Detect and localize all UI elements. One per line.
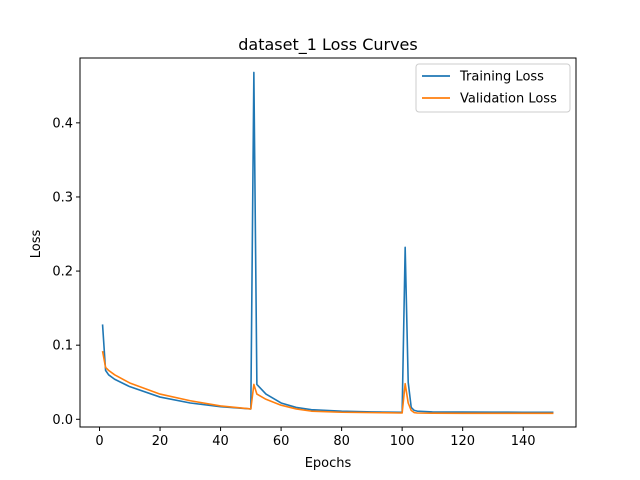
x-tick-label: 20: [152, 434, 169, 449]
legend-label: Training Loss: [459, 70, 544, 85]
series-line-validation-loss: [101, 350, 554, 415]
y-tick-label: 0.3: [52, 190, 73, 205]
x-tick-label: 60: [273, 434, 290, 449]
legend-box: [415, 63, 571, 113]
y-tick-label: 0.1: [52, 339, 73, 354]
x-tick-label: 0: [95, 434, 103, 449]
plot-frame: [79, 57, 577, 428]
chart-title: dataset_1 Loss Curves: [238, 35, 417, 55]
y-tick-label: 0.4: [52, 116, 73, 131]
y-tick-label: 0.0: [52, 413, 73, 428]
x-axis: 0 20 40 60 80 100 120 140: [95, 427, 536, 449]
legend-label: Validation Loss: [460, 92, 557, 107]
x-tick-label: 100: [390, 434, 415, 449]
plot-area: [79, 57, 577, 428]
series-layer: [101, 71, 554, 415]
y-axis-label: Loss: [29, 230, 44, 259]
y-axis: 0.0 0.1 0.2 0.3 0.4: [52, 116, 80, 428]
x-tick-label: 40: [212, 434, 229, 449]
y-tick-label: 0.2: [52, 265, 73, 280]
legend: Training Loss Validation Loss: [415, 63, 571, 113]
x-tick-label: 140: [511, 434, 536, 449]
x-tick-label: 120: [450, 434, 475, 449]
x-tick-label: 80: [333, 434, 350, 449]
x-axis-label: Epochs: [305, 456, 352, 471]
series-line-training-loss: [101, 71, 554, 414]
